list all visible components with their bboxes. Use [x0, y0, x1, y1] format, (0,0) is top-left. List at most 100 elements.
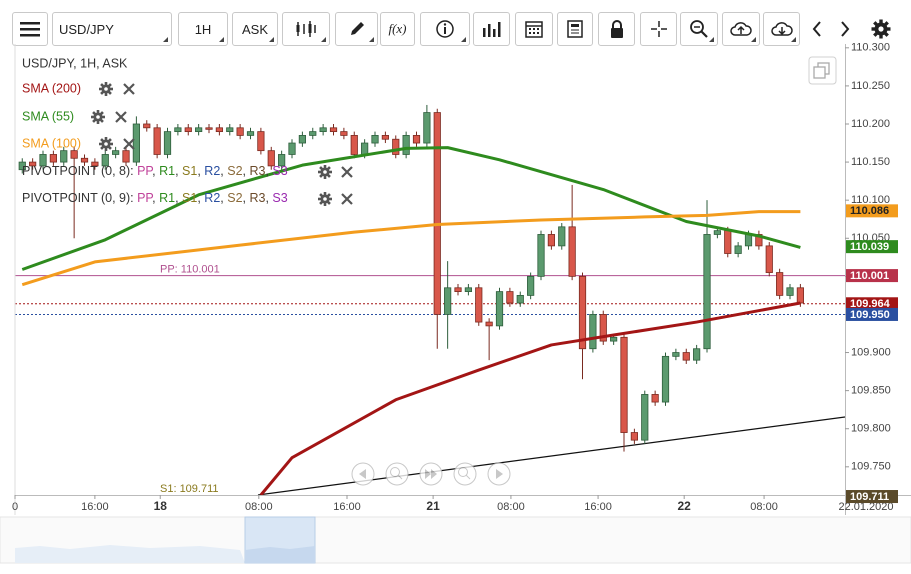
- scroll-right-button[interactable]: [833, 12, 857, 46]
- scroll-left-button[interactable]: [805, 12, 829, 46]
- candle-body: [174, 127, 182, 133]
- pivot-name: PIVOTPOINT (0, 9): [22, 191, 130, 205]
- y-tick-label: 109.750: [851, 461, 891, 473]
- candle-body: [661, 355, 670, 403]
- settings-icon[interactable]: [99, 82, 113, 96]
- pivot-legend: PIVOTPOINT (0, 9): PP, R1, S1, R2, S2, R…: [22, 191, 288, 205]
- interval: 1H: [194, 21, 212, 37]
- indicators-button[interactable]: [473, 12, 510, 46]
- candle-body: [765, 245, 773, 273]
- y-tick-label: 109.800: [851, 423, 891, 435]
- candle-body: [226, 127, 234, 133]
- interval-select[interactable]: 1H: [178, 12, 228, 46]
- pivot-legend: PIVOTPOINT (0, 8): PP, R1, S1, R2, S2, R…: [22, 164, 288, 178]
- candle-body: [329, 127, 338, 133]
- candle-body: [236, 127, 244, 136]
- pivot-level-label: PP: 110.001: [160, 264, 220, 276]
- zoom-button[interactable]: [680, 12, 718, 46]
- candles-icon: [296, 21, 316, 37]
- date-label: 22.01.2020: [838, 501, 893, 513]
- separator: ,: [220, 191, 227, 205]
- remove-icon[interactable]: [340, 192, 354, 206]
- candle-body: [18, 161, 26, 171]
- candle-body: [682, 352, 690, 361]
- calendar-button[interactable]: [515, 12, 553, 46]
- candle-body: [454, 287, 462, 292]
- cloud-down-icon: [770, 22, 793, 36]
- pivot-level: S1: [182, 164, 197, 178]
- candle-body: [485, 321, 493, 327]
- separator: ,: [265, 191, 272, 205]
- settings-icon[interactable]: [318, 165, 332, 179]
- candle-body: [195, 127, 203, 133]
- sma-line: [21, 146, 801, 271]
- download-button[interactable]: [763, 12, 800, 46]
- menu-button[interactable]: [12, 12, 48, 46]
- price-marker: [846, 307, 898, 321]
- pencil-icon: [350, 22, 364, 35]
- remove-icon[interactable]: [340, 165, 354, 179]
- candle-body: [433, 112, 441, 315]
- candle-body: [558, 226, 566, 247]
- lock-button[interactable]: [598, 12, 635, 46]
- report-icon: [567, 20, 583, 38]
- candle-body: [547, 234, 555, 247]
- settings-button[interactable]: [865, 12, 897, 46]
- candle-body: [361, 142, 369, 155]
- y-tick-label: 110.300: [851, 42, 890, 54]
- symbol: USD/JPY: [59, 21, 114, 37]
- settings-icon[interactable]: [318, 192, 332, 206]
- upload-button[interactable]: [722, 12, 760, 46]
- candle-body: [153, 127, 161, 155]
- candle-body: [350, 135, 358, 155]
- legend-entry: SMA (200): [22, 81, 81, 95]
- draw-button[interactable]: [335, 12, 378, 46]
- symbol-select[interactable]: USD/JPY: [52, 12, 172, 46]
- y-tick-label: 110.100: [851, 194, 890, 206]
- candle-body: [672, 352, 680, 357]
- price-marker-label: 110.001: [850, 270, 889, 282]
- remove-icon[interactable]: [114, 110, 128, 124]
- y-tick-label: 110.150: [851, 156, 890, 168]
- candle-body: [246, 131, 255, 136]
- price-marker-label: 109.950: [850, 309, 890, 321]
- report-button[interactable]: [557, 12, 593, 46]
- chart-type-button[interactable]: [282, 12, 330, 46]
- x-tick-label: 22: [678, 499, 692, 513]
- nav-back[interactable]: [351, 462, 375, 486]
- nav-zoom-out[interactable]: [385, 462, 409, 486]
- pivot-level: R3: [249, 164, 265, 178]
- x-tick-label: 16:00: [81, 501, 109, 513]
- pivot-level: R2: [204, 164, 220, 178]
- candle-body: [412, 135, 421, 144]
- candle-body: [184, 127, 192, 133]
- candle-body: [80, 157, 89, 163]
- sma-line: [21, 210, 801, 287]
- remove-icon[interactable]: [122, 82, 136, 96]
- pivot-level: S3: [272, 164, 287, 178]
- candle-body: [651, 394, 659, 403]
- nav-reset[interactable]: [419, 462, 443, 486]
- price-type-select[interactable]: ASK: [232, 12, 278, 46]
- info-button[interactable]: [420, 12, 470, 46]
- cloud-up-icon: [730, 22, 752, 36]
- settings-icon[interactable]: [99, 137, 113, 151]
- crosshair-button[interactable]: [640, 12, 677, 46]
- restore-button[interactable]: [808, 56, 837, 85]
- settings-icon[interactable]: [91, 110, 105, 124]
- price-marker-label: 109.711: [850, 491, 889, 503]
- nav-controls: [351, 462, 511, 486]
- candle-body: [599, 314, 607, 342]
- nav-zoom-in[interactable]: [453, 462, 477, 486]
- navigator-window-area: [245, 546, 315, 563]
- candle-body: [29, 161, 37, 167]
- price-marker-label: 110.086: [850, 205, 889, 217]
- candle-body: [734, 245, 742, 254]
- candle-body: [143, 123, 151, 129]
- remove-icon[interactable]: [122, 137, 136, 151]
- function-button[interactable]: f(x): [380, 12, 415, 46]
- candle-body: [796, 287, 804, 304]
- candle-body: [101, 154, 109, 167]
- nav-forward[interactable]: [487, 462, 511, 486]
- candle-body: [371, 135, 379, 144]
